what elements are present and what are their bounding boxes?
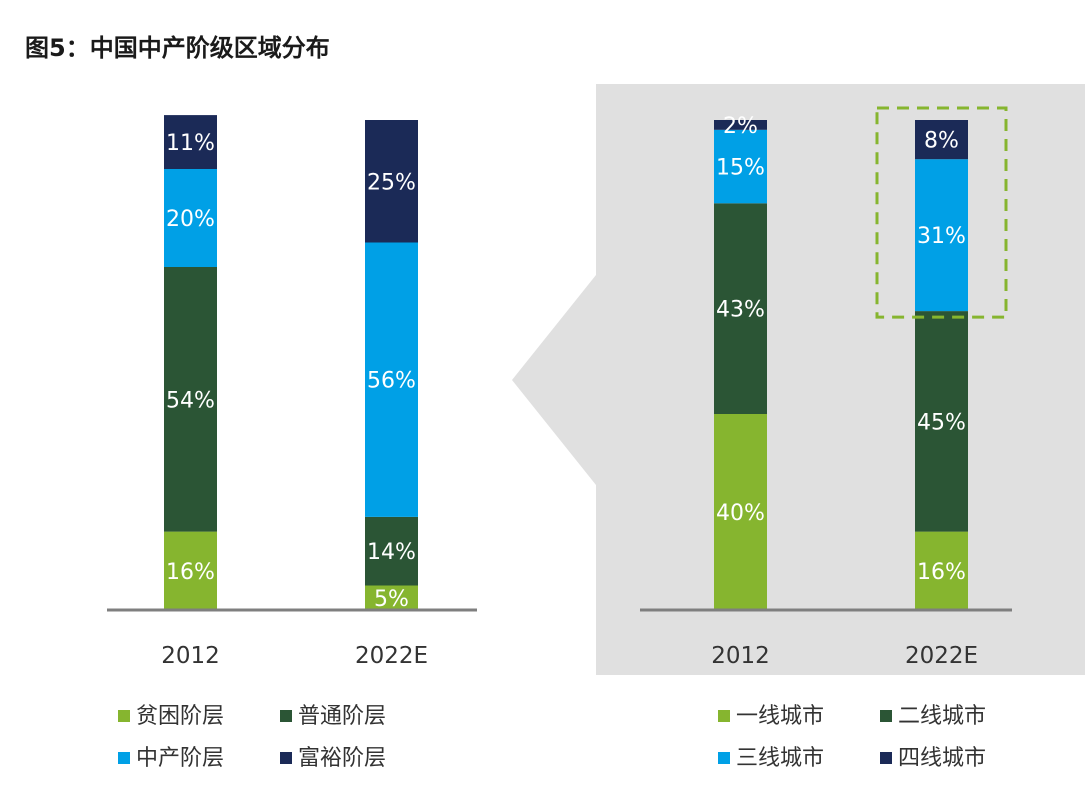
legend-swatch — [880, 752, 892, 764]
value-label: 31% — [917, 224, 966, 249]
legend-item: 贫困阶层 — [118, 698, 224, 730]
legend-label: 二线城市 — [898, 704, 987, 729]
category-label: 2022E — [905, 643, 978, 669]
legend-swatch — [118, 710, 130, 722]
value-label: 16% — [166, 560, 215, 585]
legend-swatch — [280, 710, 292, 722]
legend-item: 中产阶层 — [118, 740, 224, 772]
bar-segment — [365, 120, 418, 243]
legend-swatch — [718, 752, 730, 764]
legend-swatch — [718, 710, 730, 722]
legend-label: 普通阶层 — [298, 704, 387, 729]
legend-label: 贫困阶层 — [136, 704, 225, 729]
bar-segment — [164, 531, 217, 610]
legend-item: 四线城市 — [880, 740, 986, 772]
highlight-box — [875, 106, 1008, 319]
legend-label: 中产阶层 — [136, 746, 225, 771]
legend-label: 四线城市 — [898, 746, 987, 771]
bar-segment — [714, 414, 767, 610]
value-label: 56% — [367, 369, 416, 394]
legend-label: 三线城市 — [736, 746, 825, 771]
category-label: 2012 — [711, 643, 770, 669]
bar-segment — [714, 203, 767, 414]
value-label: 20% — [166, 207, 215, 232]
legend-label: 富裕阶层 — [298, 746, 387, 771]
bar-segment — [164, 115, 217, 169]
value-label: 54% — [166, 388, 215, 413]
category-label: 2012 — [161, 643, 220, 669]
legend-swatch — [118, 752, 130, 764]
right-chart: 40% 43% 15% 2% 2012 16% 45% 31% 8% 2022E — [640, 106, 1012, 669]
legend-item: 普通阶层 — [280, 698, 386, 730]
value-label: 15% — [716, 156, 765, 181]
category-label: 2022E — [355, 643, 428, 669]
legend-swatch — [280, 752, 292, 764]
legend-swatch — [880, 710, 892, 722]
chart-title: 图5：中国中产阶级区域分布 — [25, 34, 330, 62]
value-label: 16% — [917, 560, 966, 585]
bar-segment — [365, 516, 418, 586]
bar-segment — [365, 242, 418, 517]
value-label: 5% — [374, 587, 409, 612]
bar-segment — [915, 531, 968, 610]
legend-item: 一线城市 — [718, 698, 824, 730]
legend-item: 二线城市 — [880, 698, 986, 730]
legend-item: 富裕阶层 — [280, 740, 386, 772]
value-label: 25% — [367, 170, 416, 195]
left-chart: 16% 54% 20% 11% 2012 5% 14% 56% 25% 2022E — [107, 115, 477, 669]
bar-segment — [164, 169, 217, 267]
value-label: 45% — [917, 410, 966, 435]
value-label: 14% — [367, 540, 416, 565]
bar-segment — [714, 129, 767, 204]
value-label: 40% — [716, 501, 765, 526]
legend-label: 一线城市 — [736, 704, 825, 729]
bar-segment — [915, 311, 968, 532]
bar-segment — [915, 159, 968, 312]
legend-item: 三线城市 — [718, 740, 824, 772]
value-label: 11% — [166, 131, 215, 156]
bar-segment — [915, 120, 968, 160]
bar-segment — [365, 585, 418, 610]
callout-panel — [512, 84, 1085, 675]
bar-segment — [714, 120, 767, 130]
value-label: 43% — [716, 298, 765, 323]
value-label: 2% — [723, 114, 758, 139]
value-label: 8% — [924, 129, 959, 154]
bar-segment — [164, 267, 217, 532]
